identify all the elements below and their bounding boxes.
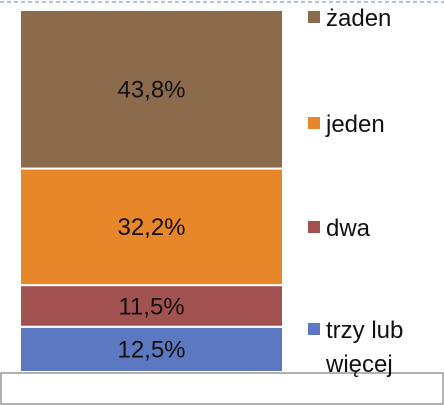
data-label: 11,5% — [118, 293, 184, 320]
legend-swatch — [308, 221, 320, 233]
legend-label: dwa — [326, 215, 371, 242]
legend-label: żaden — [326, 5, 392, 32]
bottom-box — [0, 372, 444, 405]
legend-item: trzy lub więcej — [308, 314, 442, 382]
bar-segment — [19, 9, 284, 170]
data-label: 12,5% — [117, 337, 185, 364]
legend-swatch — [308, 323, 320, 335]
bar-group: 12,5% 11,5% 32,2% 43,8% — [19, 9, 284, 373]
bar-segment — [19, 167, 284, 287]
legend-label: jeden — [326, 111, 385, 138]
legend-swatch — [308, 11, 320, 23]
legend-item: dwa — [308, 212, 442, 246]
legend-swatch — [308, 117, 320, 129]
legend-item: żaden — [308, 2, 442, 36]
bar-segment — [19, 325, 284, 373]
data-label: 32,2% — [117, 214, 185, 241]
bar-segment — [19, 284, 284, 328]
legend-label: trzy lub więcej — [326, 317, 404, 378]
data-label: 43,8% — [117, 77, 185, 104]
legend-item: jeden — [308, 108, 442, 142]
